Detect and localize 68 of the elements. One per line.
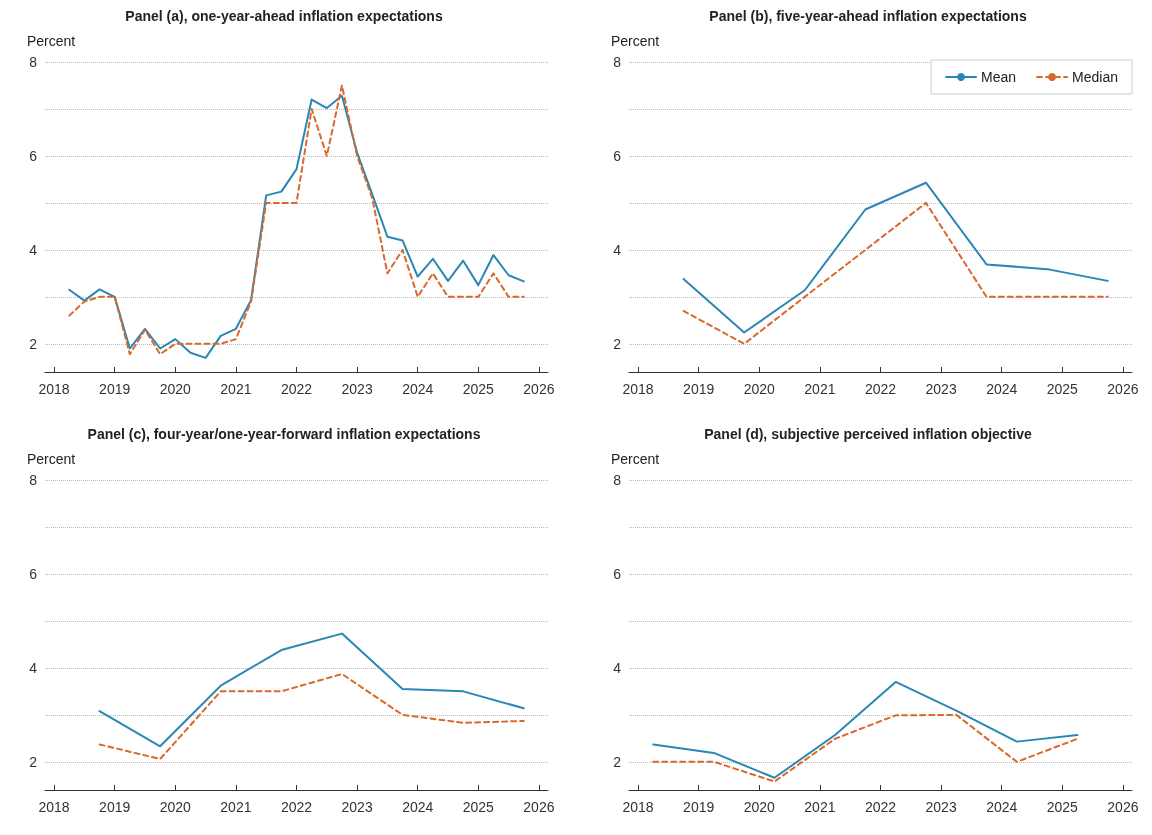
line-series (98, 672, 525, 760)
x-tick-label: 2023 (341, 799, 373, 815)
legend-label: Mean (981, 69, 1017, 85)
chart-title: Panel (b), five-year-ahead inflation expectations (709, 8, 1027, 24)
line-series (682, 201, 1109, 345)
x-tick-label: 2019 (683, 381, 715, 397)
x-tick-label: 2026 (1107, 381, 1139, 397)
x-tick-label: 2020 (743, 799, 776, 815)
x-tick-label: 2026 (1107, 799, 1139, 815)
line-series (682, 181, 1109, 334)
y-tick-label: 8 (29, 54, 38, 70)
y-tick-label: 6 (613, 565, 622, 582)
x-tick-label: 2019 (99, 381, 131, 397)
y-tick-label: 2 (29, 753, 38, 770)
x-tick-label: 2018 (38, 381, 70, 397)
x-tick-label: 2024 (986, 381, 1018, 397)
x-tick-label: 2019 (99, 799, 131, 815)
x-tick-label: 2021 (804, 381, 836, 397)
x-tick-label: 2018 (622, 381, 654, 397)
y-tick-label: 4 (613, 241, 622, 258)
x-tick-label: 2023 (925, 799, 957, 815)
y-tick-label: 6 (29, 565, 38, 582)
x-tick-label: 2022 (864, 381, 897, 397)
x-tick-label: 2021 (220, 799, 252, 815)
x-tick-label: 2021 (804, 799, 836, 815)
y-tick-label: 6 (613, 147, 622, 164)
chart-title: Panel (c), four-year/one-year-forward inflation expectations (87, 426, 481, 442)
x-tick-label: 2018 (38, 799, 70, 815)
y-axis-title: Percent (27, 451, 76, 467)
x-tick-label: 2025 (1046, 799, 1079, 815)
x-tick-label: 2026 (523, 381, 555, 397)
y-tick-label: 4 (613, 659, 622, 676)
y-tick-label: 2 (613, 335, 622, 352)
x-tick-label: 2018 (622, 799, 654, 815)
y-axis-title: Percent (611, 33, 660, 49)
y-tick-label: 8 (613, 54, 622, 70)
y-tick-label: 6 (29, 147, 38, 164)
x-tick-label: 2024 (986, 799, 1018, 815)
x-tick-label: 2020 (743, 381, 776, 397)
x-tick-label: 2022 (864, 799, 897, 815)
y-tick-label: 4 (29, 241, 38, 258)
x-tick-label: 2020 (159, 799, 192, 815)
x-tick-label: 2026 (523, 799, 555, 815)
x-tick-label: 2019 (683, 799, 715, 815)
chart-title: Panel (a), one-year-ahead inflation expectations (125, 8, 443, 24)
chart-title: Panel (d), subjective perceived inflation objective (704, 426, 1032, 442)
legend-label: Median (1072, 69, 1118, 85)
x-tick-label: 2021 (220, 381, 252, 397)
x-tick-label: 2020 (159, 381, 192, 397)
x-tick-label: 2022 (280, 799, 313, 815)
y-tick-label: 2 (613, 753, 622, 770)
x-tick-label: 2025 (1046, 381, 1079, 397)
x-tick-label: 2025 (462, 799, 495, 815)
y-axis-title: Percent (611, 451, 660, 467)
line-series (652, 680, 1079, 779)
y-tick-label: 8 (613, 472, 622, 488)
x-tick-label: 2023 (341, 381, 373, 397)
y-axis-title: Percent (27, 33, 76, 49)
line-series (652, 713, 1079, 783)
x-tick-label: 2024 (402, 799, 434, 815)
x-tick-label: 2024 (402, 381, 434, 397)
y-tick-label: 4 (29, 659, 38, 676)
x-tick-label: 2022 (280, 381, 313, 397)
x-tick-label: 2025 (462, 381, 495, 397)
x-tick-label: 2023 (925, 381, 957, 397)
y-tick-label: 8 (29, 472, 38, 488)
y-tick-label: 2 (29, 335, 38, 352)
line-series (98, 632, 525, 748)
